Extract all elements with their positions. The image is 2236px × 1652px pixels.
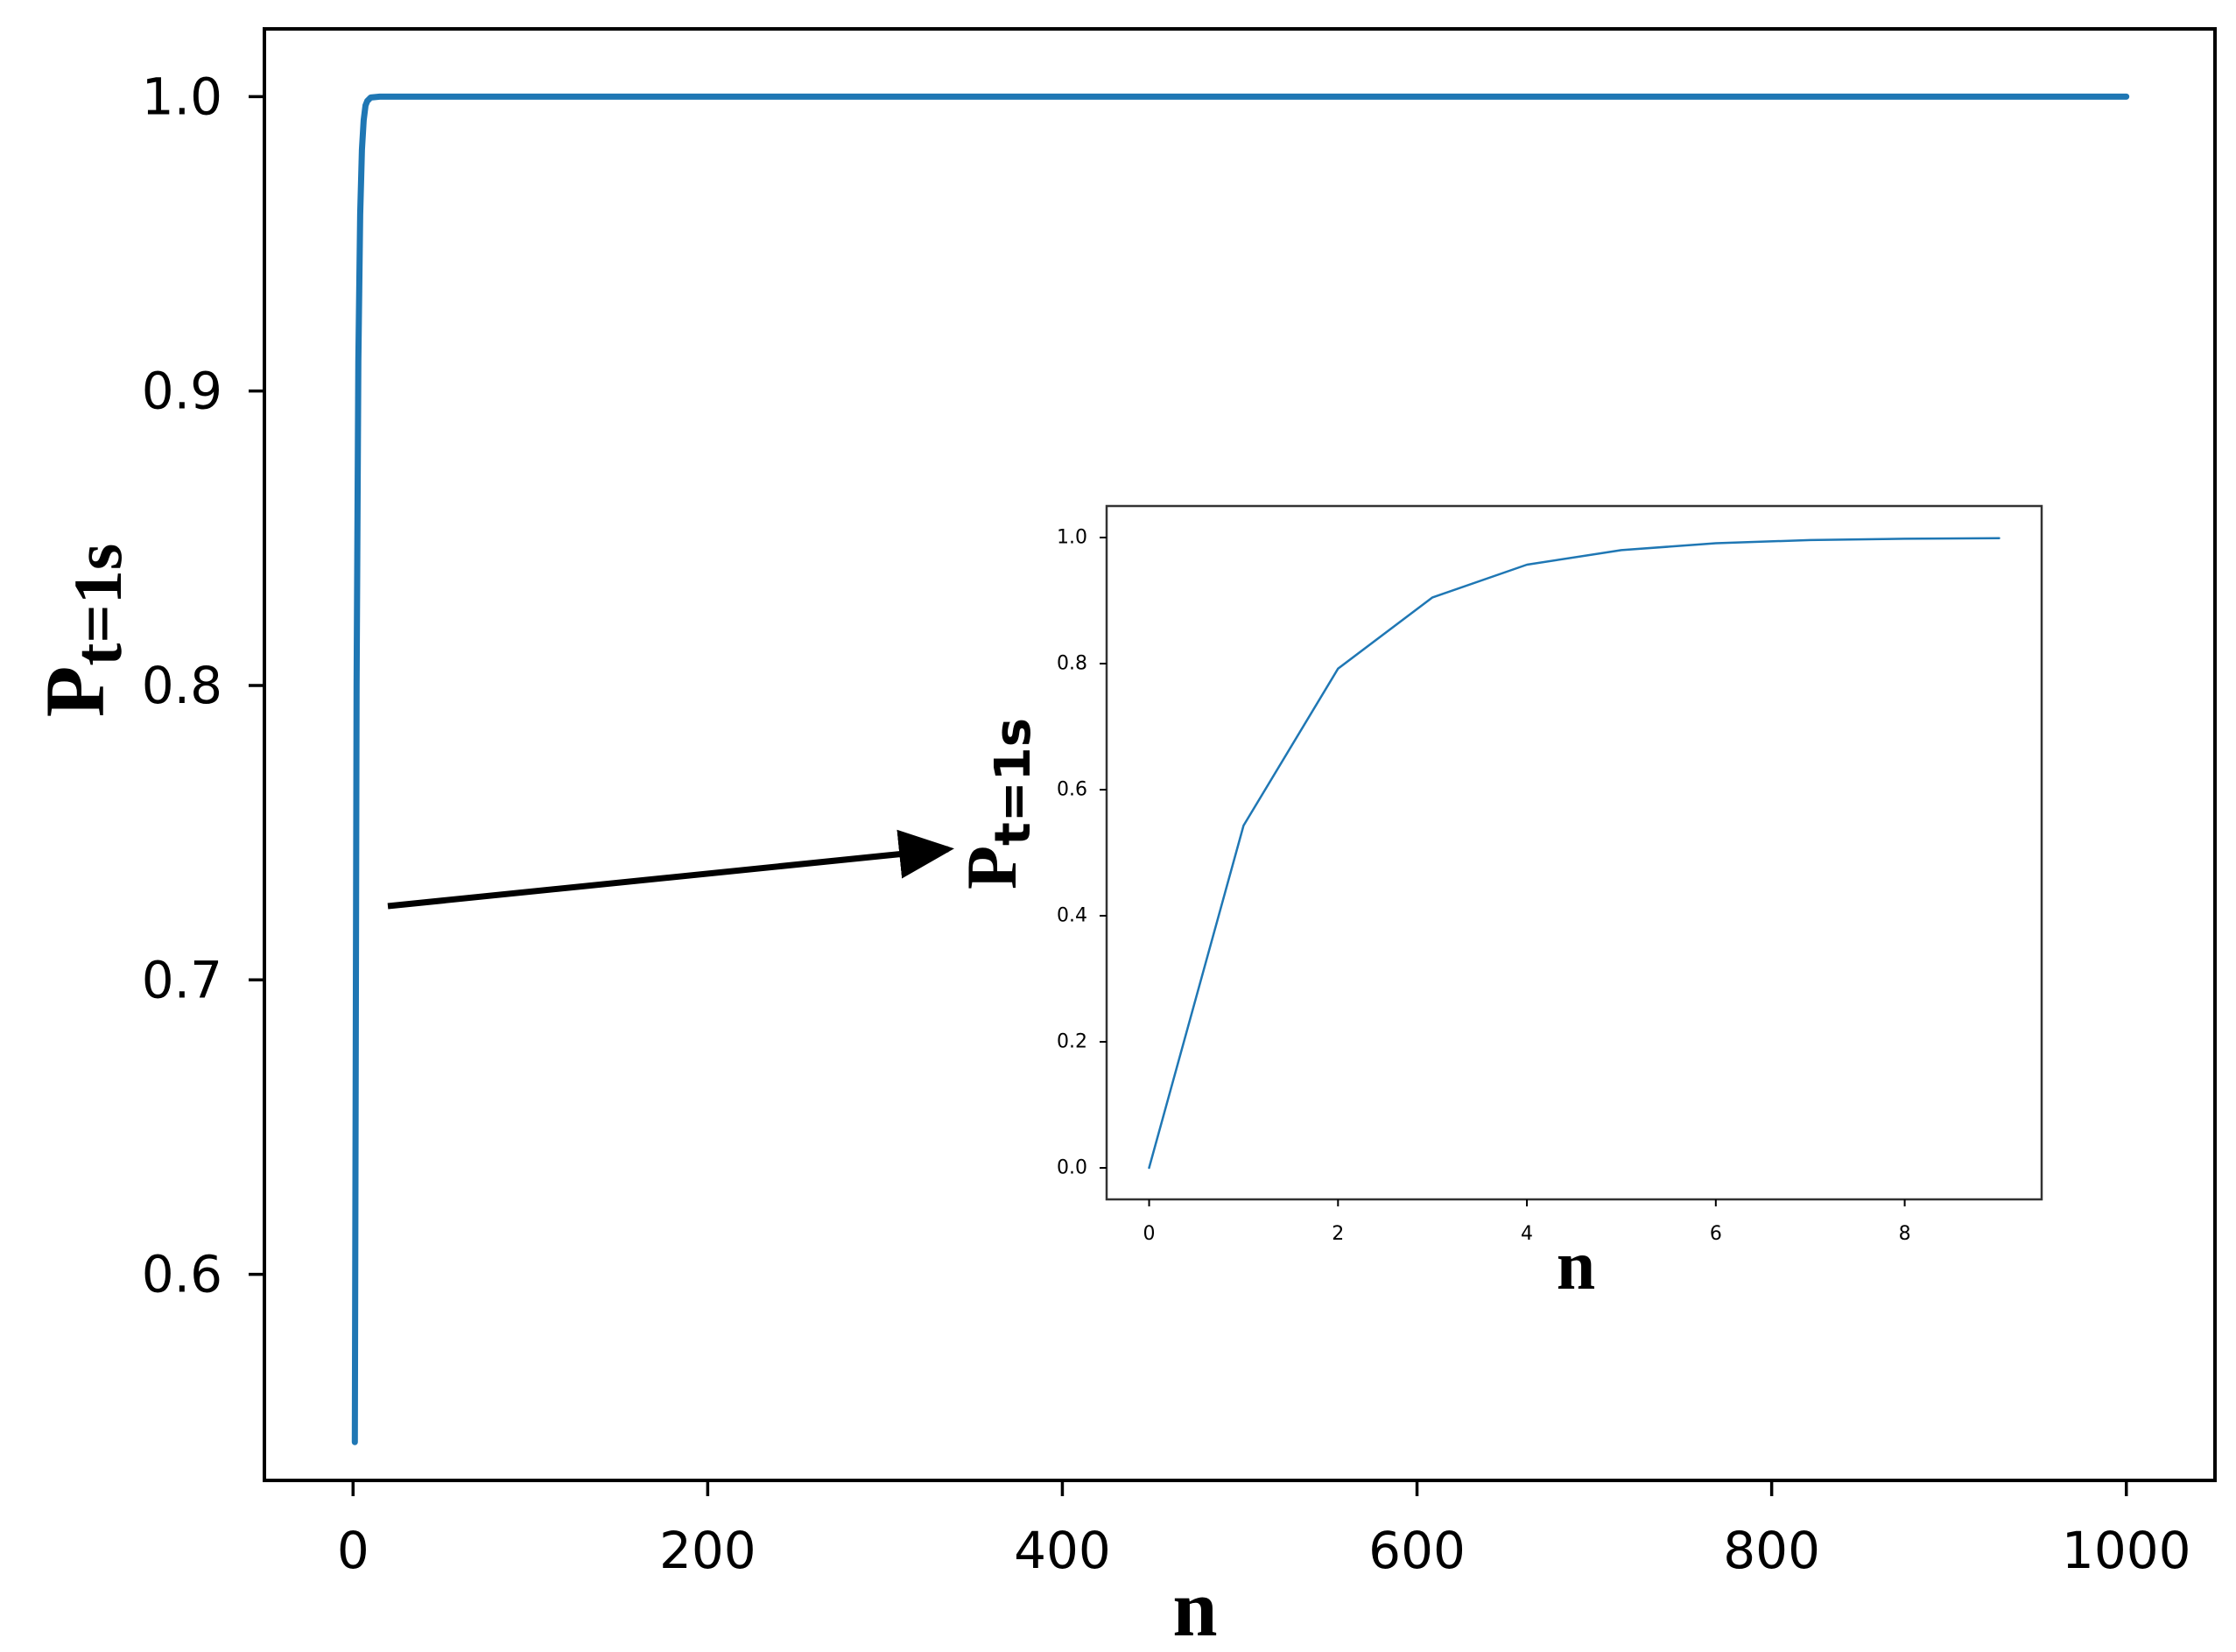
- inset-y-tick-label: 0.8: [1057, 653, 1087, 675]
- inset-y-tick-label: 1.0: [1057, 527, 1087, 549]
- inset-series: [1148, 537, 2000, 1170]
- inset-x-axis-label: n: [1557, 1227, 1596, 1304]
- annotation-arrow: [387, 829, 954, 910]
- main-x-tick-label: 400: [1014, 1521, 1111, 1580]
- inset-y-tick-label: 0.6: [1057, 779, 1087, 801]
- inset-x-tick-label: 6: [1710, 1223, 1722, 1245]
- main-x-tick-label: 600: [1368, 1521, 1466, 1580]
- svg-text:Pt=1s: Pt=1s: [952, 718, 1042, 889]
- inset-x-ticks: 0 2 4 6 8: [1143, 1199, 1911, 1245]
- inset-series-line: [1148, 537, 2000, 1170]
- inset-chart: 0 2 4 6 8 0.0 0.2 0.4 0.6 0.8 1.0 n Pt=1s: [952, 504, 2043, 1304]
- inset-y-tick-label: 0.2: [1057, 1031, 1087, 1053]
- main-x-axis-label: n: [1172, 1564, 1217, 1652]
- main-y-tick-label: 0.6: [142, 1245, 222, 1304]
- inset-x-tick-label: 2: [1332, 1223, 1344, 1245]
- main-y-label-base: P: [28, 666, 122, 718]
- inset-y-tick-label: 0.0: [1057, 1157, 1087, 1179]
- main-x-tick-label: 1000: [2062, 1521, 2191, 1580]
- main-y-tick-label: 1.0: [142, 67, 222, 126]
- inset-plot-frame: [1105, 504, 2043, 1201]
- main-x-tick-label: 800: [1723, 1521, 1820, 1580]
- main-y-tick-label: 0.7: [142, 950, 222, 1009]
- main-x-ticks: 0 200 400 600 800 1000: [337, 1480, 2191, 1580]
- main-y-axis-label: Pt=1s: [28, 544, 136, 717]
- inset-background: [1107, 506, 2042, 1199]
- main-x-tick-label: 0: [337, 1521, 369, 1580]
- svg-text:Pt=1s: Pt=1s: [28, 544, 136, 717]
- main-y-ticks: 0.6 0.7 0.8 0.9 1.0: [142, 67, 264, 1304]
- inset-y-ticks: 0.0 0.2 0.4 0.6 0.8 1.0: [1057, 527, 1107, 1179]
- inset-x-tick-label: 8: [1899, 1223, 1911, 1245]
- inset-x-tick-label: 0: [1143, 1223, 1156, 1245]
- main-series: [351, 93, 2130, 1445]
- inset-y-label-subscript: t=1s: [985, 718, 1042, 846]
- main-series-line: [351, 93, 2130, 1445]
- main-y-tick-label: 0.8: [142, 656, 222, 715]
- inset-y-axis-label: Pt=1s: [952, 718, 1042, 889]
- inset-y-label-base: P: [952, 846, 1031, 889]
- inset-x-tick-label: 4: [1521, 1223, 1533, 1245]
- main-y-label-subscript: t=1s: [60, 544, 136, 666]
- main-x-tick-label: 200: [659, 1521, 756, 1580]
- main-y-tick-label: 0.9: [142, 362, 222, 421]
- main-plot-frame: [263, 27, 2217, 1482]
- main-chart: 0 200 400 600 800 1000 0.6 0.7 0.8 0.9 1.0 n Pt=1…: [28, 27, 2217, 1652]
- inset-y-tick-label: 0.4: [1057, 905, 1087, 927]
